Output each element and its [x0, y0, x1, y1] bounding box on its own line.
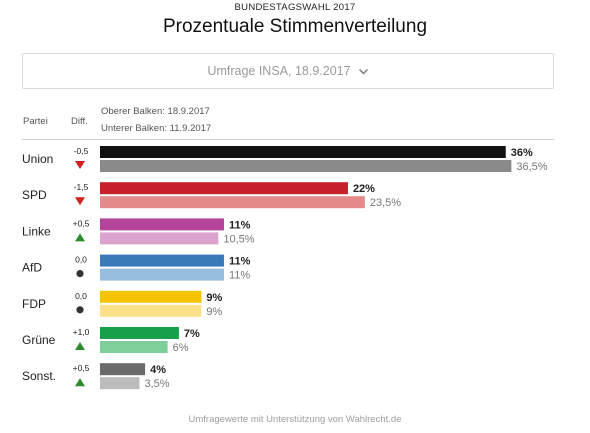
- category-label: AfD: [22, 261, 42, 275]
- category-label: Union: [22, 152, 53, 166]
- bar-lower: [100, 232, 219, 245]
- diff-value: -0,5: [74, 146, 89, 156]
- data-label-upper: 11%: [229, 256, 251, 268]
- page-title: Prozentuale Stimmenverteilung: [162, 16, 428, 37]
- source-footer: Umfragewerte mit Unterstützung von Wahlr…: [188, 414, 402, 425]
- bar-lower: [100, 304, 202, 317]
- bar-lower: [100, 377, 140, 390]
- data-label-lower: 11%: [229, 270, 250, 282]
- diff-value: -1,5: [74, 182, 89, 192]
- category-label: Sonst.: [22, 369, 56, 383]
- data-label-upper: 36%: [511, 147, 533, 159]
- data-label-lower: 10,5%: [223, 233, 254, 245]
- legend-upper: Oberer Balken: 18.9.2017: [101, 106, 210, 117]
- diff-value: +0,5: [73, 363, 90, 373]
- diff-value: 0,0: [75, 255, 87, 265]
- neutral-dot-icon: [76, 306, 84, 314]
- bar-upper: [100, 218, 224, 231]
- data-label-lower: 23,5%: [370, 197, 401, 209]
- category-label: Linke: [22, 224, 51, 238]
- poll-selector[interactable]: Umfrage INSA, 18.9.2017: [22, 53, 554, 89]
- bar-lower: [100, 268, 224, 281]
- data-label-upper: 22%: [353, 183, 375, 195]
- party-column-header: Partei: [23, 116, 48, 127]
- poll-selector-label: Umfrage INSA, 18.9.2017: [207, 64, 351, 78]
- data-label-lower: 9%: [206, 306, 222, 318]
- diff-column-header: Diff.: [71, 116, 88, 127]
- bar-lower: [100, 196, 365, 209]
- bar-upper: [100, 254, 224, 267]
- data-label-lower: 3,5%: [144, 378, 169, 390]
- bar-upper: [100, 363, 146, 376]
- data-label-upper: 7%: [184, 328, 200, 340]
- chevron-down-icon: [358, 68, 368, 75]
- kicker: BUNDESTAGSWAHL 2017: [234, 2, 356, 13]
- diff-value: +1,0: [73, 327, 90, 337]
- neutral-dot-icon: [76, 270, 84, 278]
- data-label-upper: 4%: [150, 364, 166, 376]
- diff-value: 0,0: [75, 291, 87, 301]
- data-label-lower: 6%: [173, 342, 189, 354]
- triangle-up-icon: [75, 378, 85, 387]
- category-label: Grüne: [22, 333, 56, 347]
- triangle-down-icon: [75, 161, 85, 169]
- bar-upper: [100, 327, 179, 339]
- data-label-upper: 11%: [229, 219, 251, 231]
- bar-lower: [100, 160, 512, 172]
- data-label-lower: 36,5%: [516, 161, 547, 173]
- legend-lower: Unterer Balken: 11.9.2017: [101, 123, 212, 134]
- triangle-down-icon: [75, 197, 85, 206]
- diff-value: +0,5: [73, 218, 90, 228]
- bar-upper: [100, 146, 506, 158]
- bar-upper: [100, 290, 202, 303]
- category-label: SPD: [22, 188, 47, 202]
- bar-upper: [100, 182, 348, 195]
- category-label: FDP: [22, 297, 46, 311]
- header-separator: [22, 139, 554, 140]
- data-label-upper: 9%: [206, 292, 222, 304]
- triangle-up-icon: [75, 233, 85, 242]
- bar-lower: [100, 341, 168, 353]
- triangle-up-icon: [75, 342, 85, 350]
